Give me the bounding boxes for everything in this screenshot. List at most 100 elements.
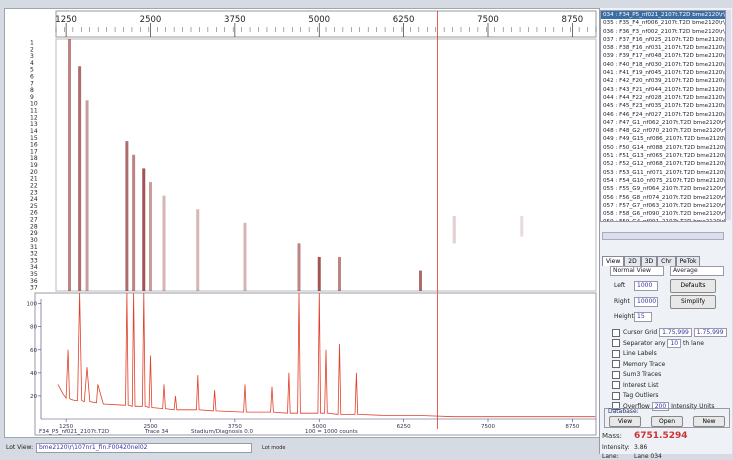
gel-band [78, 66, 81, 291]
x-tick-label: 6250 [393, 15, 415, 25]
gel-band [520, 216, 523, 236]
x-tick-label: 5000 [308, 15, 330, 25]
gel-band [453, 216, 456, 243]
option[interactable]: Separator any [623, 340, 666, 347]
trace-label: Trace 34 [144, 429, 169, 435]
lane-value: Lane 034 [634, 453, 662, 460]
file-list[interactable]: 034 : F34_P5_nf021_2107t.T2D bme2120\r\1… [600, 10, 726, 222]
file-row[interactable]: 052 : F52_G12_nf068_2107t.T2D bme2120\r\ [601, 160, 725, 168]
label: Left [614, 282, 625, 289]
label: Height [614, 313, 634, 320]
label: Database: [608, 408, 639, 415]
file-row[interactable]: 059 : F59_G4_nf091_2107t.T2D bme2120\r\ [601, 218, 725, 222]
gel-band [338, 257, 341, 291]
file-row[interactable]: 048 : F48_G2_nf070_2107t.T2D bme2120\r\ [601, 127, 725, 135]
file-row[interactable]: 040 : F40_F18_nf030_2107t.T2D bme2120\r\ [601, 61, 725, 69]
y-tick-label: 40 [30, 371, 37, 377]
file-row[interactable]: 042 : F42_F20_nf039_2107t.T2D bme2120\r\ [601, 77, 725, 85]
tab[interactable]: 2D [624, 256, 640, 266]
options: Cursor Grid 1.75,999 1.75,999 Separator … [612, 328, 727, 412]
input[interactable]: 15 [634, 312, 652, 322]
tab[interactable]: Chr [657, 256, 675, 266]
open-button[interactable]: Open [651, 416, 683, 427]
h-scrollbar[interactable] [602, 232, 724, 240]
file-row[interactable]: 051 : F51_G13_nf065_2107t.T2D bme2120\r\ [601, 152, 725, 160]
file-row[interactable]: 054 : F54_G10_nf075_2107t.T2D bme2120\r\ [601, 177, 725, 185]
gel-band [86, 100, 89, 291]
x-tick-label: 7500 [477, 15, 499, 25]
file-row[interactable]: 050 : F50_G14_nf088_2107t.T2D bme2120\r\ [601, 144, 725, 152]
status-label: Lot View: [6, 444, 33, 451]
new-button[interactable]: New [693, 416, 725, 427]
input[interactable]: 1.75,999 [659, 328, 692, 337]
file-row[interactable]: 056 : F56_G8_nf074_2107t.T2D bme2120\r\ [601, 194, 725, 202]
side-panel: 034 : F34_P5_nf021_2107t.T2D bme2120\r\1… [599, 8, 732, 454]
file-row[interactable]: 055 : F55_G9_nf064_2107t.T2D bme2120\r\ [601, 185, 725, 193]
x-tick-label: 2500 [140, 15, 162, 25]
option[interactable]: Tag Outliers [623, 392, 659, 399]
gel-band [298, 243, 301, 291]
x-tick-label: 1250 [55, 15, 77, 25]
option[interactable]: Line Labels [623, 350, 657, 357]
trace-frame [35, 293, 596, 435]
file-row[interactable]: 041 : F41_F19_nf045_2107t.T2D bme2120\r\ [601, 69, 725, 77]
file-row[interactable]: 036 : F36_F3_nf002_2107t.T2D bme2120\r\ [601, 28, 725, 36]
defaults-button[interactable]: Defaults [670, 279, 716, 293]
mass-value: 6751.5294 [634, 431, 688, 441]
gel-band [163, 196, 166, 291]
file-row[interactable]: 043 : F43_F21_nf044_2107t.T2D bme2120\r\ [601, 86, 725, 94]
file-row[interactable]: 049 : F49_G15_nf086_2107t.T2D bme2120\r\ [601, 135, 725, 143]
x-tick-label: 3750 [224, 15, 246, 25]
tab[interactable]: 3D [641, 256, 657, 266]
file-row[interactable]: 046 : F46_F24_nf027_2107t.T2D bme2120\r\ [601, 111, 725, 119]
status-path[interactable]: bme2120\r\107nr1_fin.F00420nel02 [36, 443, 252, 453]
view-dropdown[interactable]: Normal View [610, 266, 664, 276]
main-panel: 1250250037505000625075008750123456789101… [4, 8, 600, 438]
y-tick-label: 80 [30, 325, 37, 331]
option[interactable]: Sum3 Traces [623, 371, 661, 378]
gel-band [419, 271, 422, 291]
file-row[interactable]: 045 : F45_F23_nf035_2107t.T2D bme2120\r\ [601, 102, 725, 110]
trace-line [58, 292, 595, 417]
option[interactable]: Interest List [623, 382, 659, 389]
y-tick-label: 20 [30, 394, 37, 400]
tab[interactable]: View [602, 256, 624, 266]
x-tick-label: 8750 [562, 15, 584, 25]
gel-band [196, 209, 199, 291]
average-dropdown[interactable]: Average [670, 266, 724, 276]
gel-band [318, 257, 321, 291]
input[interactable]: 10 [667, 339, 681, 348]
input[interactable]: 1.75,999 [694, 328, 727, 337]
file-row[interactable]: 053 : F53_G11_nf071_2107t.T2D bme2120\r\ [601, 169, 725, 177]
simplify-button[interactable]: Simplify [670, 295, 716, 309]
mass-label: Mass: [602, 432, 622, 440]
x-tick-label: 6250 [397, 424, 411, 430]
file-row[interactable]: 044 : F44_F22_nf028_2107t.T2D bme2120\r\ [601, 94, 725, 102]
view-button[interactable]: View [609, 416, 641, 427]
intensity-label: Intensity: [602, 444, 630, 451]
file-row[interactable]: 037 : F37_F16_nf025_2107t.T2D bme2120\r\ [601, 36, 725, 44]
file-row[interactable]: 047 : F47_G1_nf062_2107t.T2D bme2120\r\ [601, 119, 725, 127]
gel-band [142, 168, 145, 291]
file-row[interactable]: 038 : F38_F16_nf031_2107t.T2D bme2120\r\ [601, 44, 725, 52]
file-row[interactable]: 039 : F39_F17_nf048_2107t.T2D bme2120\r\ [601, 52, 725, 60]
label: th lane [683, 340, 704, 347]
option[interactable]: Memory Trace [623, 361, 665, 368]
database-box: Database: View Open New [604, 408, 730, 428]
trace-file: F34_P5_nf021_2107t.T2D [39, 429, 109, 435]
option[interactable]: Cursor Grid [623, 329, 657, 336]
status-mode: Lot mode [262, 445, 286, 451]
input[interactable]: 10000 [634, 297, 658, 307]
file-row[interactable]: 057 : F57_G7_nf063_2107t.T2D bme2120\r\ [601, 202, 725, 210]
file-row[interactable]: 034 : F34_P5_nf021_2107t.T2D bme2120\r\1 [601, 11, 725, 19]
x-tick-label: 7500 [481, 424, 495, 430]
input[interactable]: 1000 [634, 281, 658, 291]
file-row[interactable]: 058 : F58_G6_nf090_2107t.T2D bme2120\r\ [601, 210, 725, 218]
app-window: {"gel":{"xlim":[1100,9100],"xticks":[125… [0, 0, 733, 454]
tab[interactable]: PeTok [676, 256, 701, 266]
gel-band [244, 223, 247, 291]
gel-band [125, 141, 128, 291]
file-row[interactable]: 035 : F35_F4_nf006_2107t.T2D bme2120\r\ [601, 19, 725, 27]
scrollbar[interactable] [726, 10, 731, 220]
